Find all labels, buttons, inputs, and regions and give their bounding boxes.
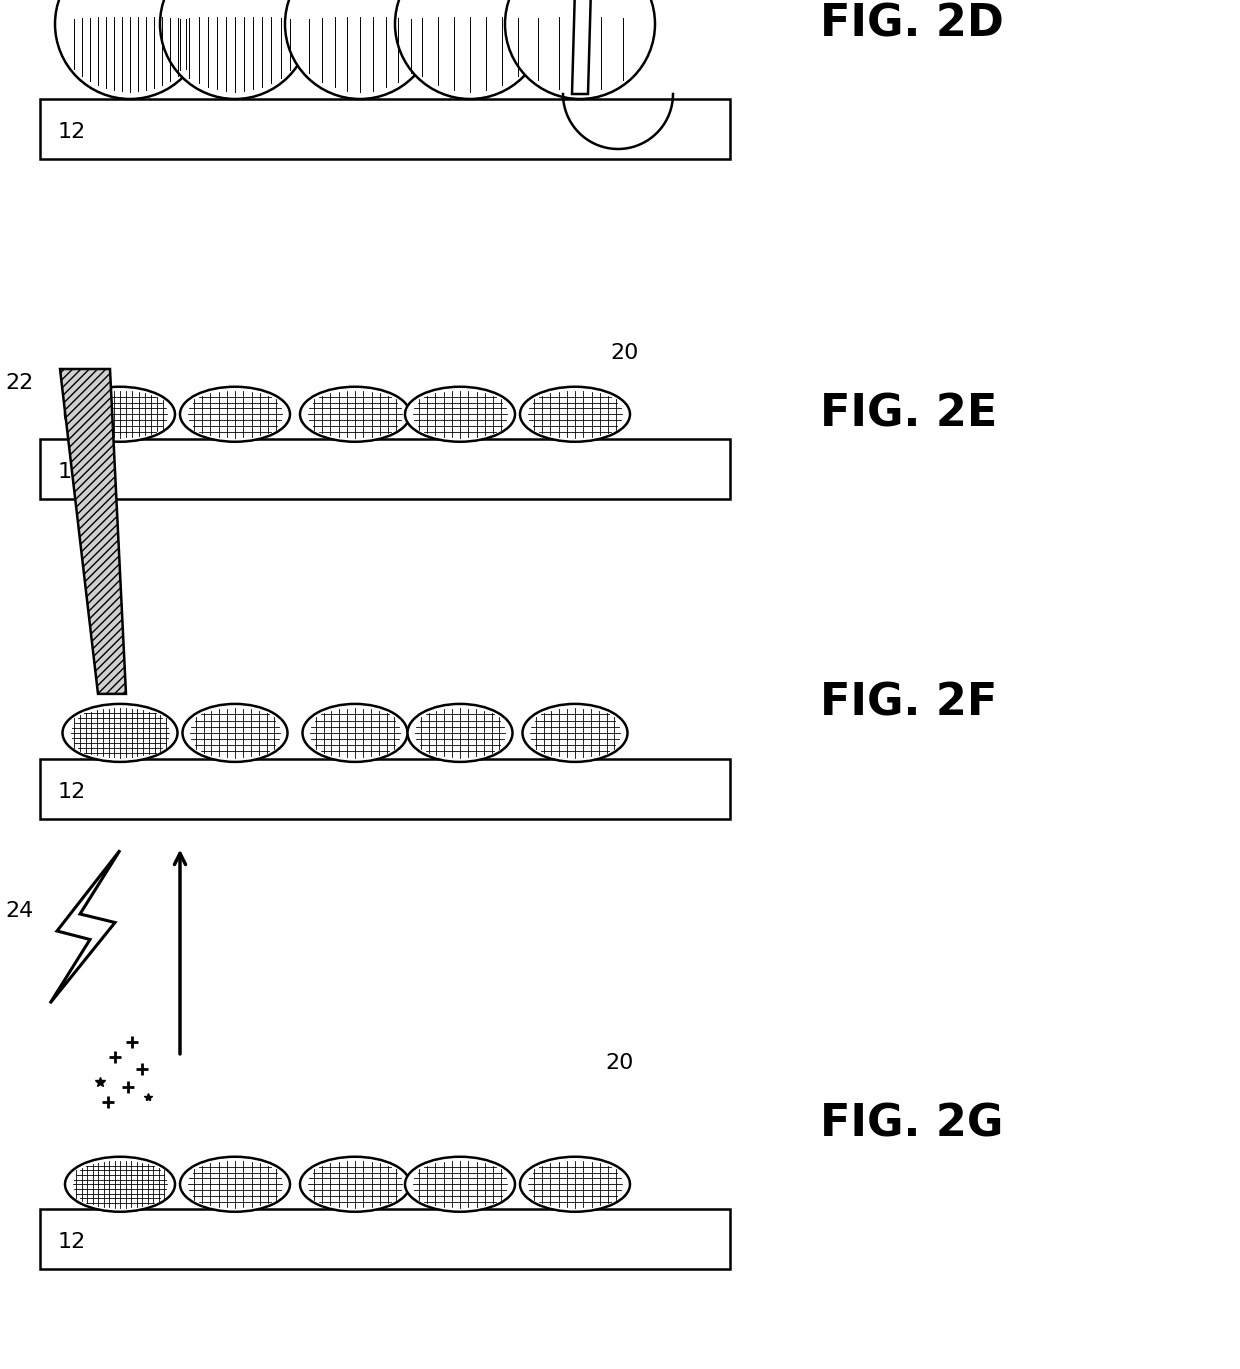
Ellipse shape bbox=[522, 704, 627, 763]
Text: 12: 12 bbox=[58, 1232, 87, 1253]
Ellipse shape bbox=[180, 1157, 290, 1212]
Ellipse shape bbox=[64, 387, 175, 442]
Text: FIG. 2F: FIG. 2F bbox=[820, 682, 997, 724]
Text: FIG. 2E: FIG. 2E bbox=[820, 393, 997, 435]
Polygon shape bbox=[40, 99, 730, 159]
Ellipse shape bbox=[300, 387, 410, 442]
Ellipse shape bbox=[520, 1157, 630, 1212]
Text: 24: 24 bbox=[5, 901, 33, 921]
Ellipse shape bbox=[182, 704, 288, 763]
Text: FIG. 2D: FIG. 2D bbox=[820, 3, 1004, 45]
Polygon shape bbox=[572, 0, 600, 94]
Polygon shape bbox=[40, 439, 730, 498]
Polygon shape bbox=[60, 370, 126, 694]
Circle shape bbox=[160, 0, 310, 99]
Ellipse shape bbox=[520, 387, 630, 442]
Ellipse shape bbox=[405, 1157, 515, 1212]
Ellipse shape bbox=[300, 1157, 410, 1212]
Ellipse shape bbox=[180, 387, 290, 442]
Ellipse shape bbox=[303, 704, 408, 763]
Circle shape bbox=[396, 0, 546, 99]
Ellipse shape bbox=[64, 1157, 175, 1212]
Circle shape bbox=[505, 0, 655, 99]
Text: 12: 12 bbox=[58, 122, 87, 142]
Ellipse shape bbox=[62, 704, 177, 763]
Polygon shape bbox=[40, 758, 730, 819]
Ellipse shape bbox=[408, 704, 512, 763]
Circle shape bbox=[55, 0, 205, 99]
Text: 22: 22 bbox=[5, 372, 33, 393]
Text: 12: 12 bbox=[58, 461, 87, 482]
Polygon shape bbox=[40, 1209, 730, 1269]
Text: FIG. 2G: FIG. 2G bbox=[820, 1103, 1003, 1146]
Text: 20: 20 bbox=[610, 344, 639, 363]
Ellipse shape bbox=[405, 387, 515, 442]
Polygon shape bbox=[50, 850, 120, 1003]
Circle shape bbox=[285, 0, 435, 99]
Text: 20: 20 bbox=[605, 1053, 634, 1073]
Text: 12: 12 bbox=[58, 782, 87, 802]
